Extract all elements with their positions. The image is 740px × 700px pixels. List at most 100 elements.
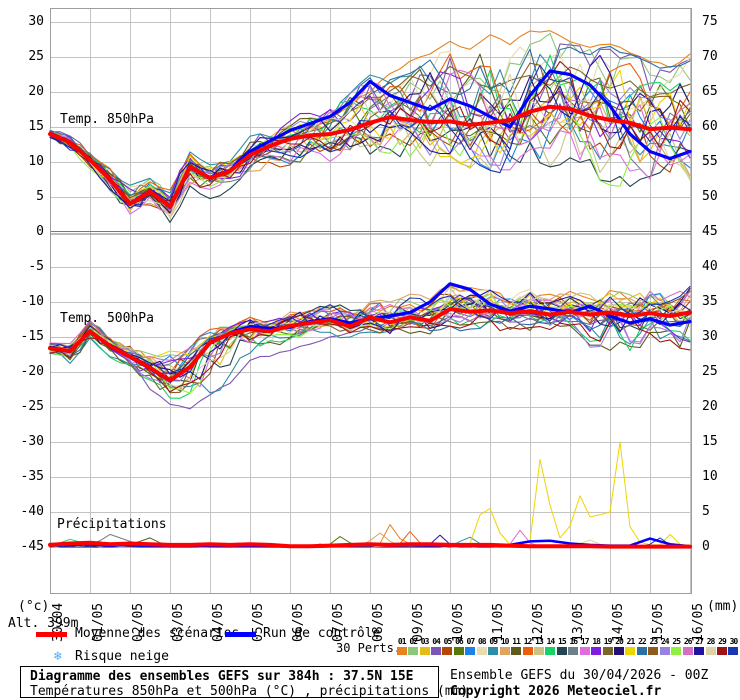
pert-color-swatch bbox=[511, 647, 522, 655]
altitude-label: Alt. 399m bbox=[8, 616, 79, 631]
label-temp-500: Temp. 500hPa bbox=[60, 311, 154, 326]
y-tick-right: 30 bbox=[702, 329, 718, 344]
pert-color-swatch bbox=[659, 647, 670, 655]
control-line-label: Run de contrôle bbox=[263, 626, 381, 641]
pert-color-swatch bbox=[431, 647, 442, 655]
pert-color-swatch bbox=[568, 647, 579, 655]
pert-number: 07 bbox=[466, 637, 476, 646]
pert-number: 10 bbox=[500, 637, 510, 646]
pert-color-swatch bbox=[419, 647, 430, 655]
y-tick-left: 25 bbox=[28, 49, 44, 64]
pert-number: 20 bbox=[615, 637, 624, 646]
pert-legend-item: 26 bbox=[682, 637, 693, 655]
pert-number: 12 bbox=[523, 637, 533, 646]
pert-color-swatch bbox=[614, 647, 625, 655]
pert-legend-item: 05 bbox=[442, 637, 453, 655]
y-tick-left: 5 bbox=[36, 189, 44, 204]
y-tick-left: -35 bbox=[20, 469, 44, 484]
pert-number: 29 bbox=[718, 637, 727, 646]
y-tick-right: 10 bbox=[702, 469, 718, 484]
pert-color-swatch bbox=[705, 647, 716, 655]
pert-color-swatch bbox=[453, 647, 464, 655]
pert-number: 30 bbox=[729, 637, 739, 646]
pert-legend-item: 13 bbox=[533, 637, 544, 655]
y-tick-right: 55 bbox=[702, 154, 718, 169]
pert-legend-item: 30 bbox=[728, 637, 739, 655]
y-tick-left: -40 bbox=[20, 504, 44, 519]
pert-number: 11 bbox=[512, 637, 521, 646]
y-tick-right: 35 bbox=[702, 294, 718, 309]
pert-legend-item: 27 bbox=[693, 637, 705, 655]
pert-number: 13 bbox=[535, 637, 544, 646]
pert-color-swatch bbox=[408, 647, 419, 655]
pert-color-swatch bbox=[442, 647, 453, 655]
pert-color-swatch bbox=[396, 647, 407, 655]
pert-color-swatch bbox=[625, 647, 636, 655]
pert-color-swatch bbox=[488, 647, 499, 655]
pert-legend-item: 17 bbox=[579, 637, 590, 655]
left-axis-unit: (°c) bbox=[18, 599, 50, 614]
pert-number: 23 bbox=[649, 637, 659, 646]
pert-color-swatch bbox=[545, 647, 556, 655]
mean-line-label: Moyenne des scénarios bbox=[75, 626, 240, 641]
pert-color-swatch bbox=[579, 647, 590, 655]
pert-color-swatch bbox=[694, 647, 705, 655]
pert-color-swatch bbox=[602, 647, 613, 655]
pert-number: 08 bbox=[477, 637, 487, 646]
y-tick-right: 25 bbox=[702, 364, 718, 379]
copyright: Copyright 2026 Meteociel.fr bbox=[450, 684, 662, 699]
pert-legend-item: 12 bbox=[522, 637, 533, 655]
right-axis-unit: (mm) bbox=[707, 599, 739, 614]
pert-legend-item: 07 bbox=[465, 637, 476, 655]
pert-number: 14 bbox=[546, 637, 556, 646]
y-tick-left: 0 bbox=[36, 224, 44, 239]
y-tick-right: 65 bbox=[702, 84, 718, 99]
y-tick-right: 40 bbox=[702, 259, 718, 274]
pert-legend-item: 24 bbox=[659, 637, 670, 655]
pert-number: 27 bbox=[695, 637, 704, 646]
pert-legend-item: 10 bbox=[499, 637, 510, 655]
pert-number: 28 bbox=[706, 637, 716, 646]
y-tick-right: 60 bbox=[702, 119, 718, 134]
pert-number: 18 bbox=[592, 637, 601, 646]
pert-legend-item: 29 bbox=[716, 637, 727, 655]
pert-legend-item: 16 bbox=[568, 637, 579, 655]
y-tick-left: -5 bbox=[28, 259, 44, 274]
pert-legend-item: 28 bbox=[705, 637, 716, 655]
perturbation-legend: 01 02 03 04 05 06 07 08 09 10 11 12 13 14 15 16 17 18 19 20… bbox=[396, 637, 740, 655]
y-tick-right: 50 bbox=[702, 189, 718, 204]
pert-legend-item: 18 bbox=[590, 637, 602, 655]
y-tick-left: 15 bbox=[28, 119, 44, 134]
pert-color-swatch bbox=[728, 647, 739, 655]
pert-legend-item: 06 bbox=[453, 637, 464, 655]
perts-count-label: 30 Perts. bbox=[336, 641, 402, 655]
pert-legend-item: 20 bbox=[613, 637, 625, 655]
snow-risk-label: Risque neige bbox=[75, 649, 169, 664]
y-tick-right: 5 bbox=[702, 504, 710, 519]
pert-number: 05 bbox=[443, 637, 453, 646]
pert-legend-item: 02 bbox=[407, 637, 419, 655]
diagram-title: Diagramme des ensembles GEFS sur 384h : … bbox=[30, 669, 414, 684]
y-tick-left: -20 bbox=[20, 364, 44, 379]
pert-legend-item: 04 bbox=[430, 637, 442, 655]
pert-legend-item: 19 bbox=[602, 637, 613, 655]
y-tick-left: -25 bbox=[20, 399, 44, 414]
y-tick-left: 30 bbox=[28, 14, 44, 29]
label-temp-850: Temp. 850hPa bbox=[60, 112, 154, 127]
y-tick-right: 45 bbox=[702, 224, 718, 239]
y-tick-left: -15 bbox=[20, 329, 44, 344]
pert-number: 01 bbox=[397, 637, 407, 646]
pert-color-swatch bbox=[591, 647, 602, 655]
mean-line-swatch bbox=[36, 632, 67, 637]
control-line-swatch bbox=[225, 632, 256, 637]
y-tick-right: 70 bbox=[702, 49, 718, 64]
y-tick-left: 10 bbox=[28, 154, 44, 169]
pert-legend-item: 23 bbox=[648, 637, 659, 655]
pert-color-swatch bbox=[533, 647, 544, 655]
pert-color-swatch bbox=[636, 647, 647, 655]
diagram-subtitle: Températures 850hPa et 500hPa (°C) , pré… bbox=[30, 684, 469, 699]
label-precipitations: Précipitations bbox=[57, 517, 167, 532]
pert-legend-item: 03 bbox=[419, 637, 430, 655]
pert-color-swatch bbox=[522, 647, 533, 655]
pert-number: 26 bbox=[683, 637, 693, 646]
